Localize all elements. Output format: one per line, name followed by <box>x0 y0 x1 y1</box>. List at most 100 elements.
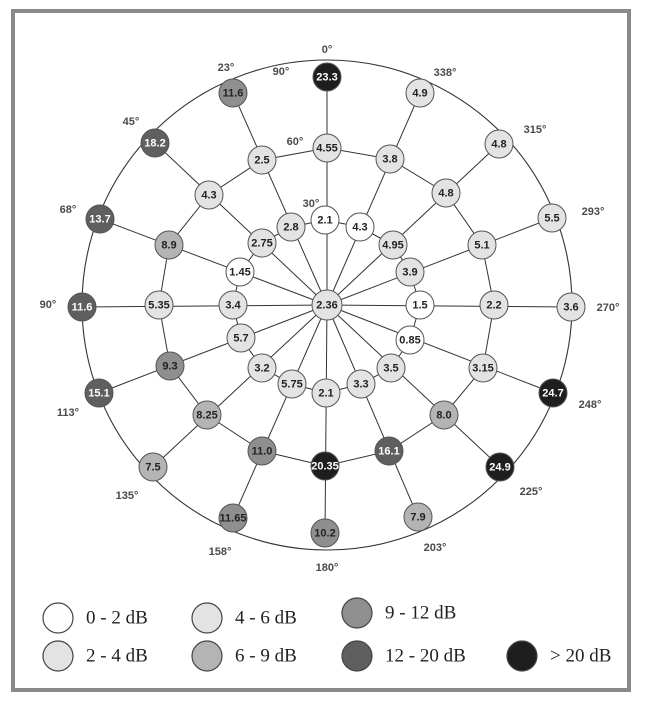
node-n248_2: 3.15 <box>468 353 498 383</box>
node-circle <box>395 257 425 287</box>
node-circle <box>479 290 509 320</box>
node-value: 4.3 <box>352 221 367 233</box>
node-n23_2: 2.5 <box>247 145 277 175</box>
node-circle <box>155 351 185 381</box>
node-n338_1: 4.3 <box>345 212 375 242</box>
node-circle <box>192 400 222 430</box>
node-circle <box>345 212 375 242</box>
node-value: 11.0 <box>252 445 273 457</box>
angle-label-r338: 338° <box>434 67 457 79</box>
node-value: 2.2 <box>486 299 501 311</box>
node-value: 3.4 <box>225 299 241 311</box>
angle-label-r180: 180° <box>316 562 339 574</box>
node-n68_3: 13.7 <box>85 204 115 234</box>
node-center: 2.36 <box>311 289 343 321</box>
spoke-293 <box>326 217 553 306</box>
node-n315_2: 4.8 <box>431 178 461 208</box>
node-n338_3: 4.9 <box>405 78 435 108</box>
legend-swatch-l5 <box>341 640 373 672</box>
node-circle <box>247 436 277 466</box>
node-circle <box>429 400 459 430</box>
node-circle <box>247 353 277 383</box>
node-circle <box>312 62 342 92</box>
node-circle <box>346 369 376 399</box>
angle-label-e30: 30° <box>303 198 320 210</box>
angle-labels: 0° 23° 45° 68° 90° 113° 135° 158° 180° 203° 225° 24… <box>40 44 620 574</box>
node-value: 8.9 <box>161 239 176 251</box>
angle-label-r225: 225° <box>520 486 543 498</box>
node-n68_2: 8.9 <box>154 230 184 260</box>
legend-swatch-l4 <box>191 640 223 672</box>
node-value: 3.5 <box>383 362 398 374</box>
node-n90_2: 5.35 <box>144 290 174 320</box>
spoke-90 <box>81 304 328 308</box>
node-value: 2.5 <box>254 154 269 166</box>
node-circle <box>138 452 168 482</box>
node-n90_3: 11.6 <box>67 292 97 322</box>
node-circle <box>247 228 277 258</box>
node-circle <box>375 144 405 174</box>
node-value: 4.9 <box>412 87 427 99</box>
figure-frame <box>11 9 631 692</box>
angle-label-r135: 135° <box>116 490 139 502</box>
node-value: 24.7 <box>542 387 563 399</box>
node-value: 8.25 <box>196 409 217 421</box>
legend-swatch-l3 <box>42 640 74 672</box>
node-n203_3: 7.9 <box>403 502 433 532</box>
node-value: 3.2 <box>254 362 269 374</box>
spoke-338 <box>326 92 421 306</box>
node-circle <box>378 230 408 260</box>
spoke-158 <box>232 304 328 519</box>
node-n180_3: 10.2 <box>310 518 340 548</box>
angle-label-e60: 60° <box>287 136 304 148</box>
node-circle <box>467 230 497 260</box>
spoke-23 <box>232 92 328 306</box>
node-value: 20.35 <box>311 460 339 472</box>
node-value: 13.7 <box>89 213 110 225</box>
node-n293_2: 5.1 <box>467 230 497 260</box>
node-circle <box>405 290 435 320</box>
angle-label-r270: 270° <box>597 302 620 314</box>
node-circle <box>468 353 498 383</box>
angle-label-r113: 113° <box>57 407 79 419</box>
spoke-248 <box>326 304 554 394</box>
node-circle <box>556 292 586 322</box>
angle-label-e90: 90° <box>273 66 290 78</box>
node-circle <box>431 178 461 208</box>
node-n135_1: 3.2 <box>247 353 277 383</box>
node-circle <box>311 289 343 321</box>
node-n23_1: 2.8 <box>276 212 306 242</box>
node-circle <box>405 78 435 108</box>
node-value: 3.9 <box>402 266 417 278</box>
node-value: 8.0 <box>436 409 451 421</box>
node-n293_3: 5.5 <box>537 203 567 233</box>
legend-label-l4: 6 - 9 dB <box>235 645 297 666</box>
node-circle <box>218 503 248 533</box>
node-circle <box>85 204 115 234</box>
node-circle <box>277 369 307 399</box>
legend-label-l5: 12 - 20 dB <box>385 645 466 666</box>
node-n225_3: 24.9 <box>485 452 515 482</box>
node-n113_3: 15.1 <box>84 378 114 408</box>
node-n90_1: 3.4 <box>218 290 248 320</box>
node-n23_3: 11.6 <box>218 78 248 108</box>
spoke-225 <box>326 304 501 468</box>
node-circle <box>84 378 114 408</box>
node-value: 10.2 <box>314 527 335 539</box>
node-n270_2: 2.2 <box>479 290 509 320</box>
node-n0_3: 23.3 <box>312 62 342 92</box>
node-circle <box>144 290 174 320</box>
node-circle <box>194 180 224 210</box>
node-value: 3.15 <box>472 362 493 374</box>
node-circle <box>218 290 248 320</box>
node-value: 3.6 <box>563 301 578 313</box>
node-circle <box>310 518 340 548</box>
angle-label-r203: 203° <box>424 542 447 554</box>
node-n203_1: 3.3 <box>346 369 376 399</box>
node-value: 2.75 <box>251 237 272 249</box>
angle-label-r315: 315° <box>524 124 547 136</box>
node-circle <box>374 436 404 466</box>
node-circle <box>310 451 340 481</box>
spoke-113 <box>98 304 328 394</box>
node-circle <box>276 212 306 242</box>
